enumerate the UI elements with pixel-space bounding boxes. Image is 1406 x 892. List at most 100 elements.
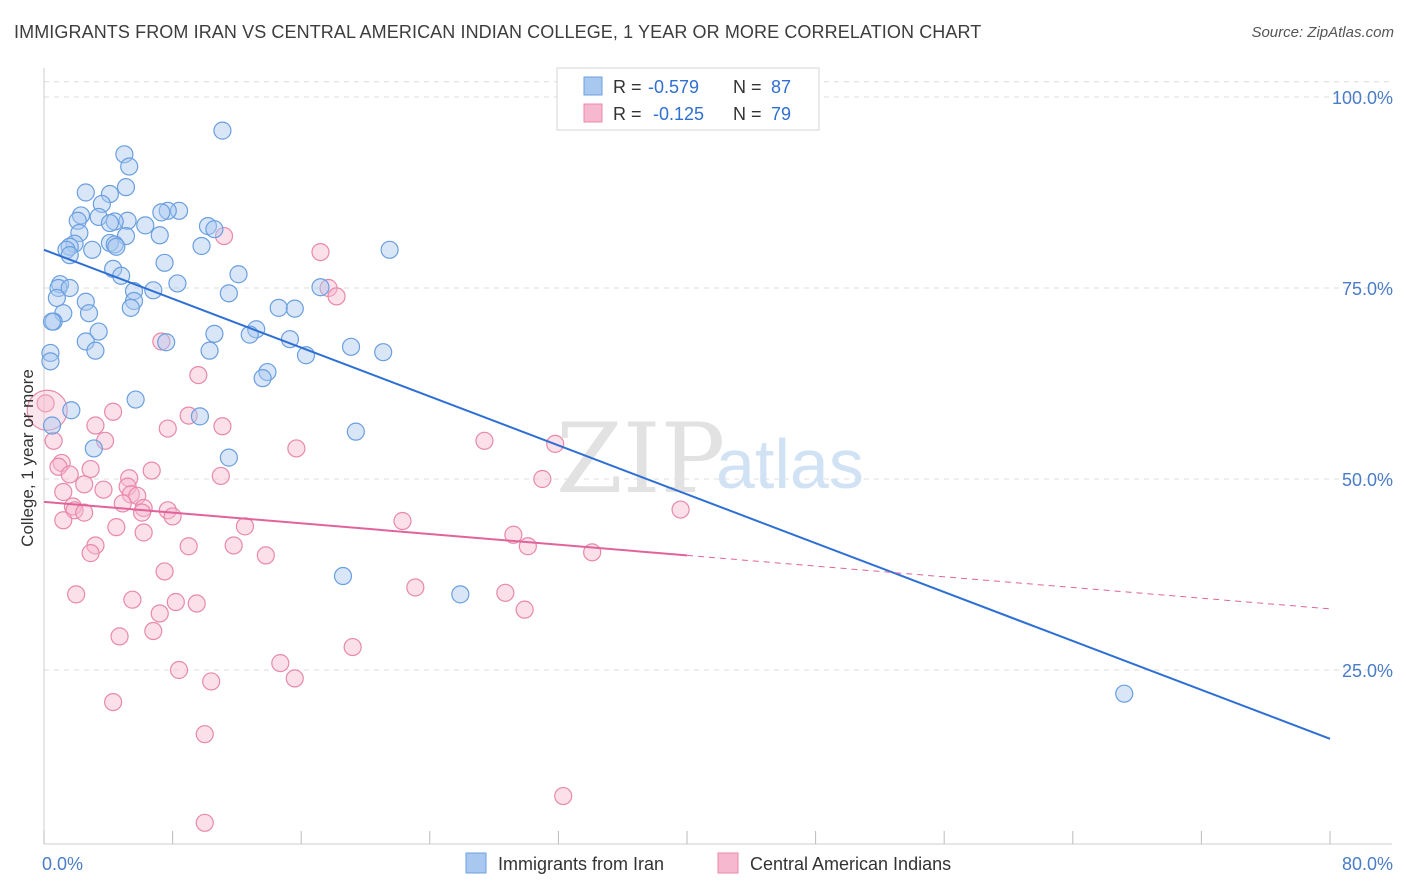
point-immigrants-from-iran <box>213 121 232 140</box>
point-central-american-indians <box>256 546 275 565</box>
legend-n-label-iran: N = <box>733 77 762 97</box>
point-immigrants-from-iran <box>155 253 174 272</box>
point-central-american-indians <box>189 365 208 385</box>
stats-legend: R = -0.579 N = 87 R = -0.125 N = 79 <box>556 67 820 131</box>
point-central-american-indians <box>214 226 234 246</box>
point-central-american-indians <box>166 592 185 612</box>
point-central-american-indians <box>150 604 169 623</box>
point-immigrants-from-iran <box>42 416 62 435</box>
point-central-american-indians <box>163 507 182 526</box>
y-axis-label: College, 1 year or more <box>18 369 37 547</box>
point-immigrants-from-iran <box>76 292 95 311</box>
point-immigrants-from-iran <box>158 201 177 220</box>
point-immigrants-from-iran <box>76 332 95 351</box>
legend-r-value-iran: -0.579 <box>648 77 699 97</box>
point-central-american-indians <box>179 537 198 556</box>
point-immigrants-from-iran <box>70 223 89 243</box>
point-central-american-indians <box>393 511 412 531</box>
point-central-american-indians <box>94 480 113 499</box>
point-immigrants-from-iran <box>200 341 219 360</box>
point-immigrants-from-iran <box>285 299 304 318</box>
point-central-american-indians <box>60 465 79 484</box>
trend-line-extension-central-american-indians <box>686 554 1331 610</box>
point-central-american-indians <box>123 590 142 609</box>
point-central-american-indians <box>343 637 362 657</box>
point-immigrants-from-iran <box>380 240 399 259</box>
watermark: ZIP atlas <box>556 403 864 515</box>
point-central-american-indians <box>75 503 94 522</box>
point-immigrants-from-iran <box>152 203 171 222</box>
point-immigrants-from-iran <box>269 298 288 317</box>
point-immigrants-from-iran <box>136 216 155 235</box>
point-immigrants-from-iran <box>118 211 137 230</box>
point-central-american-indians <box>213 417 232 436</box>
legend-swatch-iran <box>583 76 603 96</box>
point-central-american-indians <box>195 813 214 832</box>
legend-swatch-cai <box>583 103 603 123</box>
point-central-american-indians <box>671 500 690 519</box>
point-central-american-indians <box>86 416 105 435</box>
point-immigrants-from-iran <box>120 157 139 176</box>
point-immigrants-from-iran <box>84 439 103 458</box>
point-central-american-indians <box>54 511 73 530</box>
legend-r-label-iran: R = <box>613 77 642 97</box>
point-central-american-indians <box>311 242 330 262</box>
watermark-zip: ZIP <box>556 403 725 515</box>
point-central-american-indians <box>81 544 100 563</box>
point-central-american-indians <box>132 503 152 522</box>
point-immigrants-from-iran <box>205 220 224 239</box>
point-central-american-indians <box>44 431 63 450</box>
point-central-american-indians <box>155 562 174 581</box>
trend-line-immigrants-from-iran <box>43 248 1331 740</box>
point-central-american-indians <box>110 627 129 646</box>
point-central-american-indians <box>224 536 243 555</box>
point-central-american-indians <box>195 725 214 744</box>
point-central-american-indians <box>36 394 55 413</box>
point-central-american-indians <box>26 389 68 431</box>
bottom-legend-swatch-iran <box>465 852 487 874</box>
point-central-american-indians <box>54 482 73 502</box>
x-tick-label: 80.0% <box>1342 854 1393 874</box>
point-immigrants-from-iran <box>60 278 79 298</box>
point-immigrants-from-iran <box>89 322 108 341</box>
point-central-american-indians <box>152 332 171 351</box>
y-tick-labels: 25.0% 50.0% 75.0% 100.0% <box>1332 88 1393 681</box>
point-central-american-indians <box>285 669 304 688</box>
point-central-american-indians <box>533 469 552 489</box>
point-immigrants-from-iran <box>374 343 393 362</box>
point-central-american-indians <box>104 692 123 712</box>
point-immigrants-from-iran <box>1115 684 1134 703</box>
point-immigrants-from-iran <box>219 284 238 303</box>
point-central-american-indians <box>496 583 515 602</box>
point-central-american-indians <box>554 786 573 806</box>
point-central-american-indians <box>271 654 290 673</box>
legend-n-value-iran: 87 <box>771 77 791 97</box>
legend-n-label-cai: N = <box>733 104 762 124</box>
point-immigrants-from-iran <box>192 236 211 256</box>
point-central-american-indians <box>504 525 523 544</box>
point-central-american-indians <box>75 475 94 494</box>
point-central-american-indians <box>107 518 126 537</box>
trend-line-central-american-indians <box>43 500 688 557</box>
point-central-american-indians <box>202 672 221 691</box>
y-tick-label: 75.0% <box>1342 279 1393 299</box>
point-central-american-indians <box>158 419 177 438</box>
point-immigrants-from-iran <box>229 265 248 284</box>
point-immigrants-from-iran <box>157 333 176 352</box>
point-immigrants-from-iran <box>333 566 353 586</box>
point-immigrants-from-iran <box>219 448 238 467</box>
point-immigrants-from-iran <box>116 178 136 197</box>
point-central-american-indians <box>406 578 425 597</box>
point-central-american-indians <box>475 431 494 450</box>
point-immigrants-from-iran <box>126 390 145 409</box>
chart-source: Source: ZipAtlas.com <box>1251 24 1394 41</box>
point-immigrants-from-iran <box>451 585 470 604</box>
x-tick-label: 0.0% <box>42 854 83 874</box>
x-tick-labels: 0.0% 80.0% <box>42 854 1393 874</box>
point-immigrants-from-iran <box>253 369 272 388</box>
point-immigrants-from-iran <box>100 213 120 233</box>
point-central-american-indians <box>67 585 86 604</box>
trend-lines <box>43 248 1331 740</box>
bottom-legend-label-iran: Immigrants from Iran <box>498 854 664 874</box>
